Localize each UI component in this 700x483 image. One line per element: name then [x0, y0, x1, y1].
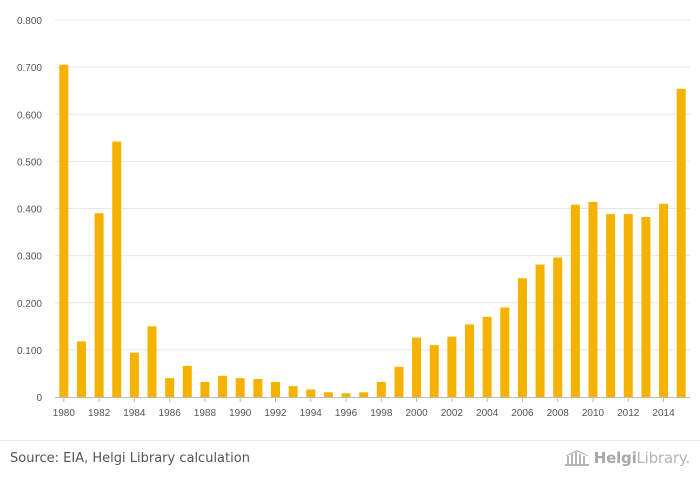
y-tick-label: 0.400: [17, 205, 42, 216]
bar-1992: [270, 381, 280, 397]
x-tick-label: 1988: [194, 408, 217, 419]
x-tick-label: 1990: [229, 408, 252, 419]
bar-2010: [588, 201, 598, 397]
bar-2011: [606, 214, 616, 397]
x-tick-label: 1996: [335, 408, 358, 419]
bar-1996: [341, 393, 351, 397]
bar-2003: [465, 324, 475, 397]
x-axis-tick-labels: 1980 1982 1984 1986 1988 1990 1992 1994 1996 1998…: [53, 408, 675, 419]
bar-1986: [165, 378, 175, 397]
bar-1988: [200, 381, 210, 397]
x-tick-label: 1992: [264, 408, 287, 419]
bar-1990: [235, 378, 245, 397]
x-tick-label: 2000: [405, 408, 428, 419]
bar-2000: [412, 337, 422, 397]
bar-2001: [429, 345, 439, 397]
x-tick-label: 1984: [123, 408, 146, 419]
bar-1994: [306, 389, 316, 397]
x-tick-label: 1982: [88, 408, 111, 419]
x-tick-label: 1994: [300, 408, 323, 419]
y-tick-label: 0: [36, 393, 42, 404]
bar-2008: [553, 257, 563, 397]
bar-1998: [376, 381, 386, 397]
bar-2005: [500, 307, 510, 397]
footer-divider: [0, 440, 700, 441]
bar-1983: [112, 141, 122, 397]
x-axis: [55, 397, 690, 402]
x-tick-label: 2012: [617, 408, 640, 419]
bar-2007: [535, 264, 545, 397]
bar-2009: [570, 204, 580, 397]
y-tick-label: 0.700: [17, 63, 42, 74]
y-tick-label: 0.200: [17, 299, 42, 310]
x-tick-label: 1980: [53, 408, 76, 419]
bar-1997: [359, 392, 369, 397]
bar-1980: [59, 64, 69, 398]
gridlines: [55, 19, 690, 351]
bar-2012: [623, 214, 633, 397]
x-tick-label: 2010: [582, 408, 605, 419]
bar-1987: [182, 365, 192, 397]
bars: [59, 64, 686, 398]
x-tick-label: 1998: [370, 408, 393, 419]
bar-1984: [129, 352, 139, 397]
x-tick-label: 1986: [159, 408, 182, 419]
bar-1991: [253, 379, 263, 397]
bar-2004: [482, 316, 492, 397]
bar-2006: [517, 278, 527, 397]
bar-1993: [288, 386, 298, 397]
bar-1982: [94, 213, 104, 397]
y-tick-label: 0.500: [17, 157, 42, 168]
bar-2014: [659, 203, 669, 397]
y-tick-label: 0.600: [17, 110, 42, 121]
bar-1981: [76, 341, 86, 397]
y-tick-label: 0.800: [17, 16, 42, 27]
logo-text: HelgiLibrary.: [593, 449, 690, 467]
x-tick-label: 2008: [547, 408, 570, 419]
source-note: Source: EIA, Helgi Library calculation: [10, 451, 250, 466]
helgi-library-logo[interactable]: HelgiLibrary.: [564, 447, 690, 469]
bar-1985: [147, 326, 157, 397]
bar-1995: [323, 392, 333, 397]
x-tick-label: 2006: [511, 408, 534, 419]
y-tick-label: 0.300: [17, 252, 42, 263]
x-tick-label: 2004: [476, 408, 499, 419]
bar-1989: [218, 375, 228, 397]
bar-chart: 0 0.100 0.200 0.300 0.400 0.500 0.600 0.700 0.80…: [17, 16, 690, 419]
y-tick-label: 0.100: [17, 346, 42, 357]
bar-2002: [447, 336, 457, 397]
y-axis-tick-labels: 0 0.100 0.200 0.300 0.400 0.500 0.600 0.700 0.80…: [17, 16, 42, 404]
bar-2015: [676, 88, 686, 398]
x-tick-label: 2002: [441, 408, 464, 419]
bar-1999: [394, 366, 404, 397]
x-tick-label: 2014: [652, 408, 675, 419]
library-building-icon: [564, 450, 589, 466]
bar-2013: [641, 216, 651, 397]
